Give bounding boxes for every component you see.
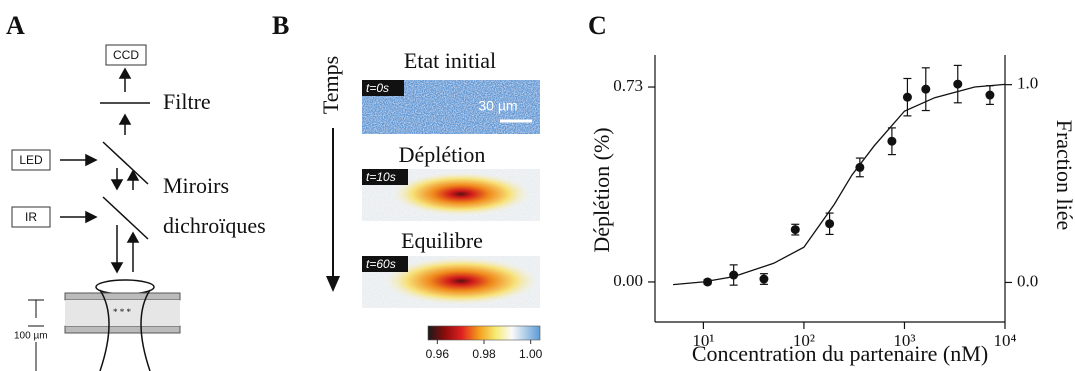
depletion-spot [383,257,539,305]
x-axis-label: Concentration du partenaire (nM) [692,341,988,366]
colorbar-tick-label: 0.96 [426,347,450,361]
time-label: t=10s [366,170,396,184]
box-label: CCD [113,48,139,62]
data-point [902,92,912,102]
label: Filtre [163,89,211,114]
fit-curve [673,83,1006,286]
x-tick-label: 10³ [893,331,915,350]
data-point [855,162,865,172]
scale-label: 30 µm [478,98,517,114]
axis-label: Temps [318,56,343,114]
panel-label: A [6,11,25,40]
depletion-spot [391,172,531,216]
time-label: t=60s [366,257,396,271]
image-title: Etat initial [404,48,496,73]
arrow-head [326,276,340,292]
label: Miroirs [163,173,229,198]
box [105,44,147,66]
box-label: LED [19,153,43,167]
panel-label: C [588,11,607,40]
y2-axis-label: Fraction liée [1052,120,1075,231]
time-box [362,80,404,96]
image-title: Déplétion [399,142,486,167]
data-point [921,84,931,94]
colorbar-tick-label: 1.00 [519,347,543,361]
label: dichroïques [163,213,266,238]
box [11,206,51,228]
panel-c: C Déplétion (%) Fraction liée Concentrat… [588,11,1075,366]
x-tick-label: 10⁴ [994,331,1017,350]
image-title: Equilibre [401,228,483,253]
colorbar-tick-label: 0.98 [472,347,496,361]
y-tick-label: 0.73 [613,76,643,95]
time-box [362,256,408,272]
box [11,149,51,171]
colorbar [427,325,541,341]
data-point [703,277,713,287]
y-tick-label: 0.00 [613,271,643,290]
y2-tick-label: 1.0 [1017,74,1038,93]
panel-a: A CCD LED IR * * * Filtre [6,11,266,371]
optics: * * * [28,67,181,371]
data-point [985,90,995,100]
time-label: t=0s [366,81,389,95]
x-tick-label: 10² [793,331,815,350]
data-point [759,274,769,284]
x-tick-label: 10¹ [692,331,714,350]
box-label: IR [25,210,37,224]
y2-tick-label: 0.0 [1017,271,1038,290]
data-point [825,219,835,229]
data-point [953,79,963,89]
time-box [362,169,408,185]
panel-b: B Temps Etat initial Déplétion Equilibre… [272,11,541,341]
data-point [790,225,800,235]
panel-label: B [272,11,289,40]
data-point [887,136,897,146]
y-axis-label: Déplétion (%) [589,127,614,252]
svg-text:* * *: * * * [113,307,132,317]
scale-label: 100 µm [14,331,48,342]
